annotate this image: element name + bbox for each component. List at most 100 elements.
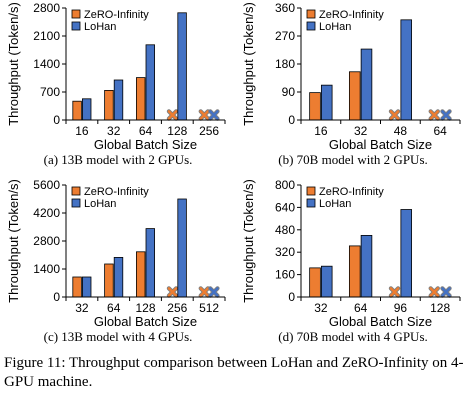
- legend-swatch-a-0: [71, 9, 81, 19]
- y-tick-label: 180: [275, 57, 295, 71]
- x-tick-label: 128: [135, 301, 155, 315]
- legend-label-a-0: ZeRO-Infinity: [84, 9, 149, 21]
- bar-d-s0-32: [309, 267, 321, 298]
- x-tick-label: 128: [430, 301, 450, 315]
- marker-fill: [429, 287, 440, 297]
- bar-a-s0-64: [136, 77, 146, 121]
- missing-marker-d-s0-96: [388, 286, 401, 298]
- y-axis-label: Throughput (Token/s): [6, 179, 21, 303]
- x-tick-label: 256: [167, 301, 187, 315]
- legend-label-b-0: ZeRO-Infinity: [319, 9, 384, 21]
- bar-b-s0-32: [348, 71, 361, 121]
- x-axis-label: Global Batch Size: [94, 314, 197, 329]
- legend-label-c-1: LoHan: [84, 198, 116, 210]
- bar-d-s1-64: [360, 235, 373, 298]
- bar-b-s0-16: [309, 92, 321, 121]
- missing-marker-a-s0-256: [198, 109, 211, 121]
- x-tick-label: 64: [433, 124, 447, 138]
- legend-label-a-1: LoHan: [84, 21, 116, 33]
- bar-c-s1-256: [177, 198, 187, 298]
- x-axis-label: Global Batch Size: [329, 137, 432, 152]
- missing-marker-a-s1-256: [208, 109, 220, 121]
- x-tick-label: 64: [107, 301, 121, 315]
- y-tick-label: 90: [282, 85, 296, 99]
- y-tick-label: 0: [288, 290, 295, 304]
- bar-a-s1-32: [113, 79, 124, 121]
- x-tick-label: 16: [314, 124, 328, 138]
- missing-marker-b-s0-64: [428, 109, 440, 121]
- y-tick-label: 2800: [33, 1, 60, 15]
- missing-marker-a-s0-128: [166, 109, 179, 121]
- legend-label-c-0: ZeRO-Infinity: [84, 186, 149, 198]
- chart-panel-b: 0 90 180 270 360 16 32 48 64 Global Batch Size Thr…: [235, 0, 470, 152]
- subcaption-d: (d) 70B model with 4 GPUs.: [278, 329, 428, 344]
- y-tick-label: 640: [275, 200, 295, 214]
- x-tick-label: 64: [139, 124, 153, 138]
- bar-a-s1-64: [145, 44, 155, 121]
- y-tick-label: 1400: [33, 57, 60, 71]
- x-tick-label: 48: [394, 124, 408, 138]
- y-axis-label: Throughput (Token/s): [241, 2, 256, 126]
- legend-swatch-b-1: [306, 21, 316, 31]
- legend-swatch-c-1: [71, 198, 81, 208]
- subcaption-a: (a) 13B model with 2 GPUs.: [43, 152, 193, 167]
- marker-fill: [429, 110, 440, 120]
- y-tick-label: 2100: [33, 29, 60, 43]
- bar-b-s1-32: [360, 48, 373, 121]
- legend-swatch-b-0: [306, 9, 316, 19]
- bar-c-s0-128: [136, 251, 146, 298]
- y-axis-label: Throughput (Token/s): [6, 2, 21, 126]
- bar-b-s1-16: [320, 84, 333, 121]
- x-tick-label: 32: [354, 124, 368, 138]
- y-tick-label: 320: [275, 245, 295, 259]
- legend-swatch-c-0: [71, 186, 81, 196]
- marker-fill: [389, 287, 400, 297]
- chart-panel-d: 0 160 320 480 640 800 32 64 96 128 Global Batch Si…: [235, 177, 470, 329]
- marker-fill: [441, 287, 451, 297]
- x-tick-label: 96: [394, 301, 408, 315]
- bar-c-s0-32: [72, 276, 82, 298]
- marker-fill: [167, 287, 178, 297]
- marker-fill: [209, 110, 219, 120]
- y-tick-label: 360: [275, 1, 295, 15]
- x-axis-label: Global Batch Size: [329, 314, 432, 329]
- x-tick-label: 512: [199, 301, 219, 315]
- marker-fill: [209, 287, 219, 297]
- marker-fill: [167, 110, 178, 120]
- x-tick-label: 64: [354, 301, 368, 315]
- y-tick-label: 1400: [33, 262, 60, 276]
- missing-marker-c-s1-512: [208, 286, 220, 298]
- legend-label-d-1: LoHan: [319, 198, 351, 210]
- missing-marker-c-s0-512: [198, 286, 211, 298]
- y-tick-label: 5600: [33, 178, 60, 192]
- y-tick-label: 4200: [33, 206, 60, 220]
- missing-marker-d-s0-128: [428, 286, 440, 298]
- marker-fill: [389, 110, 400, 120]
- legend-label-b-1: LoHan: [319, 21, 351, 33]
- missing-marker-b-s0-48: [388, 109, 401, 121]
- missing-marker-b-s1-64: [440, 109, 452, 121]
- legend-swatch-d-0: [306, 186, 316, 196]
- missing-marker-c-s0-256: [166, 286, 179, 298]
- y-tick-label: 700: [40, 85, 60, 99]
- x-axis-label: Global Batch Size: [94, 137, 197, 152]
- marker-fill: [199, 287, 210, 297]
- y-tick-label: 270: [275, 29, 295, 43]
- y-tick-label: 800: [275, 178, 295, 192]
- x-tick-label: 32: [107, 124, 121, 138]
- subcaption-c: (c) 13B model with 4 GPUs.: [43, 329, 193, 344]
- y-axis-label: Throughput (Token/s): [241, 179, 256, 303]
- legend-swatch-d-1: [306, 198, 316, 208]
- bar-c-s1-64: [113, 257, 124, 298]
- x-tick-label: 32: [314, 301, 328, 315]
- y-tick-label: 480: [275, 223, 295, 237]
- chart-panel-c: 0 1400 2800 4200 5600 32 64 128 256 512 Global Bat…: [0, 177, 235, 329]
- x-tick-label: 32: [75, 301, 89, 315]
- missing-marker-d-s1-128: [440, 286, 452, 298]
- subcaption-b: (b) 70B model with 2 GPUs.: [278, 152, 428, 167]
- bar-c-s1-32: [82, 276, 92, 298]
